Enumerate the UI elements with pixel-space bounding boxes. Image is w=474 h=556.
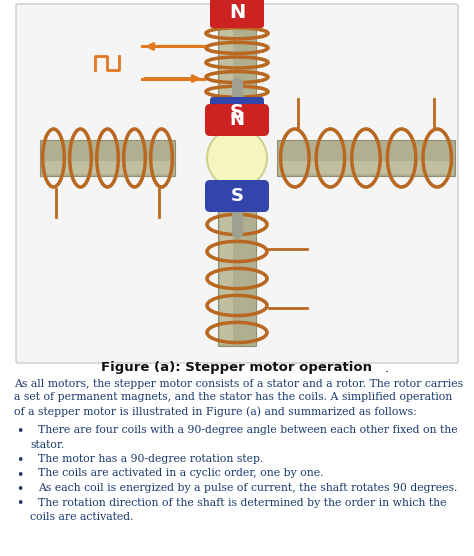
Text: As all motors, the stepper motor consists of a stator and a rotor. The rotor car: As all motors, the stepper motor consist…: [14, 379, 463, 389]
Text: .: .: [385, 361, 389, 375]
Bar: [42, 161, 173, 174]
Text: •: •: [16, 469, 24, 481]
FancyBboxPatch shape: [205, 180, 269, 212]
Bar: [220, 28, 233, 97]
Text: As each coil is energized by a pulse of current, the shaft rotates 90 degrees.: As each coil is energized by a pulse of …: [38, 483, 457, 493]
Text: of a stepper motor is illustrated in Figure (a) and summarized as follows:: of a stepper motor is illustrated in Fig…: [14, 406, 417, 416]
Bar: [279, 161, 453, 174]
Bar: [218, 211, 256, 346]
Ellipse shape: [207, 128, 267, 188]
Text: •: •: [16, 498, 24, 510]
Text: The motor has a 90-degree rotation step.: The motor has a 90-degree rotation step.: [38, 454, 264, 464]
Text: N: N: [229, 3, 245, 22]
Text: stator.: stator.: [30, 439, 64, 449]
Bar: [40, 140, 175, 176]
Text: There are four coils with a 90-degree angle between each other fixed on the: There are four coils with a 90-degree an…: [38, 425, 457, 435]
Bar: [220, 213, 233, 344]
Bar: [218, 26, 256, 99]
Text: N: N: [229, 111, 245, 129]
Text: Figure (a): Stepper motor operation: Figure (a): Stepper motor operation: [101, 361, 373, 375]
Text: •: •: [16, 454, 24, 467]
Bar: [277, 140, 455, 176]
FancyBboxPatch shape: [205, 104, 269, 136]
Text: •: •: [16, 425, 24, 438]
FancyBboxPatch shape: [210, 97, 264, 127]
Text: The coils are activated in a cyclic order, one by one.: The coils are activated in a cyclic orde…: [38, 469, 323, 479]
Text: The rotation direction of the shaft is determined by the order in which the: The rotation direction of the shaft is d…: [38, 498, 447, 508]
Text: a set of permanent magnets, and the stator has the coils. A simplified operation: a set of permanent magnets, and the stat…: [14, 393, 452, 403]
Text: coils are activated.: coils are activated.: [30, 512, 134, 522]
FancyBboxPatch shape: [16, 4, 458, 363]
FancyBboxPatch shape: [210, 0, 264, 28]
Text: •: •: [16, 483, 24, 496]
Text: S: S: [230, 187, 244, 205]
Text: S: S: [230, 102, 244, 122]
